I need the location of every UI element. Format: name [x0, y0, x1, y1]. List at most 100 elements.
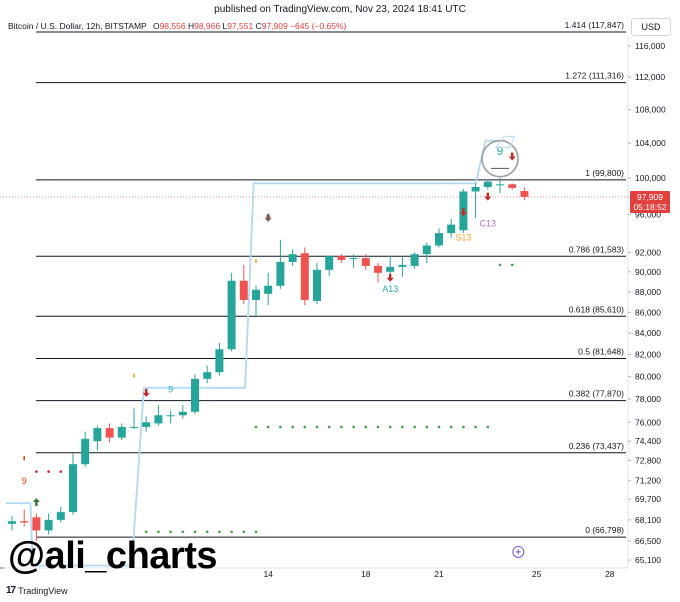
sell-arrow-icon — [264, 213, 272, 222]
tdst-support-dot — [449, 425, 453, 429]
candle-body — [69, 464, 77, 513]
ohlc-change: −645 (−0.65%) — [290, 21, 347, 31]
ohlc-high-key: H — [187, 21, 195, 31]
ohlc-open-value: 98,556 — [159, 21, 186, 31]
fib-level-label: 0.382 (77,870) — [569, 389, 624, 399]
tdst-support-dot — [425, 425, 429, 429]
price-tick-label: 104,000 — [635, 138, 666, 148]
price-tick-label: 72,800 — [635, 456, 661, 466]
candle-body — [130, 426, 138, 428]
candle-body — [422, 245, 431, 255]
candle-body — [154, 415, 163, 424]
fib-level-label: 0.786 (91,583) — [569, 244, 624, 254]
projection-marker — [495, 135, 515, 148]
tradingview-logo: 17 TradingView — [6, 585, 68, 596]
candle-body — [166, 415, 175, 417]
time-tick-label: 18 — [361, 569, 371, 579]
currency-button[interactable]: USD — [631, 18, 671, 36]
td-nine-label: 9 — [22, 476, 27, 486]
tdst-support-dot — [169, 530, 172, 534]
tdst-resistance-dot — [47, 470, 50, 473]
candle-body — [374, 265, 382, 273]
fib-level-label: 1 (99,800) — [585, 168, 624, 178]
candle-body — [8, 521, 16, 524]
tdst-support-dot — [291, 425, 294, 429]
candle-body — [337, 256, 346, 261]
candle-body — [313, 269, 321, 301]
tdst-support-dot — [364, 425, 368, 429]
tdst-support-dot — [279, 425, 282, 429]
tdst-support-dot — [388, 425, 392, 429]
ohlc-high-value: 98,966 — [194, 21, 221, 31]
tdst-support-dot — [327, 425, 331, 429]
ohlc-open-key: O — [152, 21, 160, 31]
candle-body — [325, 256, 334, 270]
tdst-resistance-dot — [59, 470, 63, 473]
candle-body — [32, 517, 41, 531]
ohlc-close-key: C — [255, 21, 262, 31]
tdst-support-dot — [474, 425, 477, 429]
tdst-support-dot — [352, 425, 355, 429]
price-tick-label: 92,000 — [635, 247, 661, 257]
symbol-title: Bitcoin / U.S. Dollar, 12h, BITSTAMP — [8, 21, 147, 31]
buy-arrow-icon — [32, 497, 40, 506]
price-tick-label: 96,000 — [635, 209, 661, 219]
ohlc-low-key: L — [222, 21, 228, 31]
candle-body — [178, 411, 187, 416]
candle-body — [349, 258, 358, 260]
sell-arrow-icon — [142, 388, 150, 397]
time-tick-label: 28 — [605, 569, 615, 579]
trend-stepline — [6, 139, 507, 567]
sell-arrow-icon — [484, 192, 492, 201]
tdst-support-dot — [144, 530, 148, 534]
time-axis-cap — [0, 567, 4, 569]
candle-body — [483, 181, 492, 188]
price-tick-label: 116,000 — [635, 41, 665, 51]
candle-body — [203, 372, 212, 379]
candle-body — [142, 422, 151, 427]
candle-body — [496, 184, 504, 186]
candle-body — [520, 191, 529, 197]
tradingview-logo-text: TradingView — [18, 585, 68, 596]
candle-body — [215, 349, 224, 373]
time-tick-label: 14 — [263, 569, 273, 579]
tdst-support-dot — [254, 530, 258, 534]
setup-count-mark — [23, 456, 25, 461]
last-price-tag: 97,909 05:18:52 — [630, 191, 670, 213]
price-tick-label: 74,400 — [635, 436, 661, 446]
tdst-support-dot — [230, 530, 233, 534]
author-watermark: @ali_charts — [8, 535, 218, 577]
candle-body — [471, 187, 480, 192]
price-tick-label: 90,000 — [635, 267, 661, 277]
tdst-support-dot — [315, 425, 319, 429]
fib-level-label: 0.618 (85,610) — [569, 304, 624, 314]
tdst-support-dot — [498, 263, 502, 267]
td-nine-label: 9 — [266, 213, 271, 223]
price-tick-label: 68,100 — [635, 515, 661, 525]
last-price: 97,909 — [637, 192, 663, 202]
candle-body — [191, 378, 199, 412]
price-tick-label: 88,000 — [635, 287, 661, 297]
ohlc-low-value: 97,551 — [227, 21, 254, 31]
price-tick-label: 80,000 — [635, 372, 661, 382]
td-countdown-label-s13: S13 — [455, 233, 471, 243]
price-tick-label: 100,000 — [635, 173, 666, 183]
published-note: published on TradingView.com, Nov 23, 20… — [214, 4, 466, 15]
event-marker-icon — [512, 545, 525, 558]
td-countdown-label-c13: C13 — [480, 219, 497, 229]
tdst-support-dot — [254, 425, 258, 429]
sell-arrow-icon — [508, 152, 516, 161]
price-tick-label: 71,200 — [635, 475, 661, 485]
candle-body — [361, 258, 370, 266]
price-tick-label: 108,000 — [635, 105, 666, 115]
tdst-support-dot — [181, 530, 185, 534]
time-tick-label: 25 — [532, 569, 542, 579]
price-tick-label: 66,500 — [635, 536, 661, 546]
td-countdown-label-a13: A13 — [382, 284, 398, 294]
tdst-resistance-dot — [35, 470, 38, 473]
price-tick-label: 86,000 — [635, 307, 661, 317]
tdst-support-dot — [303, 425, 307, 429]
tdst-support-dot — [193, 530, 197, 534]
